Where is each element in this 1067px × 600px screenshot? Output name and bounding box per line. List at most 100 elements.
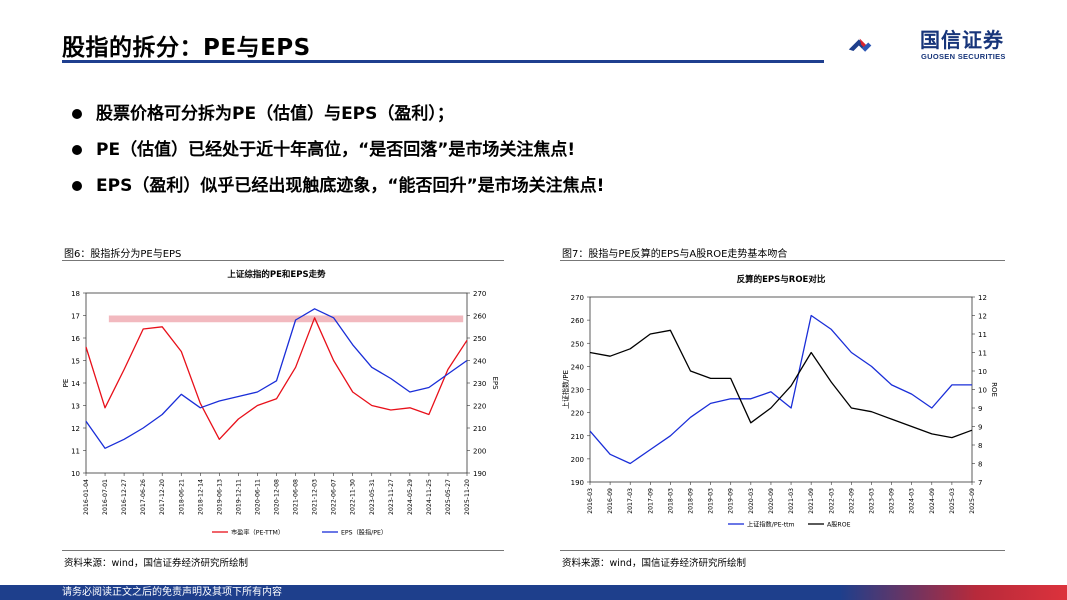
bullet-text: PE（估值）已经处于近十年高位，“是否回落”是市场关注焦点! xyxy=(96,140,576,160)
y-axis-label: PE xyxy=(62,379,70,388)
y-tick-label: 190 xyxy=(571,479,584,487)
y-tick-label: 220 xyxy=(571,410,584,418)
x-tick-label: 2023-03 xyxy=(868,488,875,514)
x-tick-label: 2016-03 xyxy=(587,488,594,514)
y2-tick-label: 240 xyxy=(473,358,486,366)
chart-pe-eps: 上证综指的PE和EPS走势 10 11 12 13 14 15 16 17 18 190 200 210… xyxy=(62,262,504,548)
figure-left-top-rule xyxy=(62,260,504,261)
bullet-dot-icon xyxy=(72,145,82,155)
figure-right-caption: 图7：股指与PE反算的EPS与A股ROE走势基本吻合 xyxy=(562,249,788,260)
y-tick-label: 270 xyxy=(571,294,584,302)
y2-tick-label: 200 xyxy=(473,448,486,456)
y2-tick-label: 11 xyxy=(978,350,987,358)
x-tick-label: 2020-09 xyxy=(768,488,775,514)
x-tick-label: 2024-11-25 xyxy=(426,479,433,515)
bullet-list: 股票价格可分拆为PE（估值）与EPS（盈利）； PE（估值）已经处于近十年高位，… xyxy=(72,96,604,204)
y-tick-label: 210 xyxy=(571,433,584,441)
x-tick-label: 2022-03 xyxy=(828,488,835,514)
x-tick-label: 2020-03 xyxy=(748,488,755,514)
y-tick-label: 240 xyxy=(571,363,584,371)
x-tick-label: 2023-05-31 xyxy=(369,479,376,515)
x-tick-label: 2019-09 xyxy=(728,488,735,514)
x-tick-label: 2021-12-03 xyxy=(312,479,319,515)
x-tick-label: 2019-06-13 xyxy=(216,479,223,515)
bullet-dot-icon xyxy=(72,181,82,191)
y2-tick-label: 260 xyxy=(473,313,486,321)
figure-right-top-rule xyxy=(560,260,1005,261)
chart-eps-roe: 反算的EPS与ROE对比 190 200 210 220 230 240 250 260 270 7… xyxy=(560,262,1005,548)
x-tick-label: 2025-03 xyxy=(949,488,956,514)
x-tick-label: 2019-03 xyxy=(708,488,715,514)
chart-background xyxy=(560,262,1005,548)
x-tick-label: 2023-09 xyxy=(889,488,896,514)
y2-axis-label: ROE xyxy=(990,382,998,397)
y-tick-label: 15 xyxy=(71,358,80,366)
x-tick-label: 2018-06-21 xyxy=(178,479,185,515)
y-tick-label: 13 xyxy=(71,403,80,411)
x-tick-label: 2024-03 xyxy=(909,488,916,514)
series-line xyxy=(589,314,972,465)
x-tick-label: 2017-03 xyxy=(627,488,634,514)
chart-background xyxy=(62,262,504,548)
bullet-item: 股票价格可分拆为PE（估值）与EPS（盈利）； xyxy=(72,96,604,132)
y-tick-label: 18 xyxy=(71,290,80,298)
series-line xyxy=(589,329,973,439)
footer-disclaimer: 请务必阅读正文之后的免责声明及其项下所有内容 xyxy=(62,587,282,598)
y2-tick-label: 8 xyxy=(978,442,982,450)
y2-tick-label: 250 xyxy=(473,335,486,343)
y-tick-label: 10 xyxy=(71,470,80,478)
legend-label: 市盈率（PE-TTM） xyxy=(231,529,284,537)
x-tick-label: 2021-03 xyxy=(788,488,795,514)
x-tick-label: 2018-12-14 xyxy=(197,479,204,515)
y2-tick-label: 9 xyxy=(978,405,982,413)
y2-tick-label: 10 xyxy=(978,387,987,395)
x-tick-label: 2017-09 xyxy=(647,488,654,514)
y-tick-label: 200 xyxy=(571,456,584,464)
y-tick-label: 16 xyxy=(71,335,80,343)
x-tick-label: 2018-03 xyxy=(667,488,674,514)
chart-title: 上证综指的PE和EPS走势 xyxy=(227,269,326,280)
y2-tick-label: 270 xyxy=(473,290,486,298)
figure-right-source: 资料来源：wind，国信证券经济研究所绘制 xyxy=(562,558,746,569)
series-line xyxy=(85,308,468,449)
x-tick-label: 2018-09 xyxy=(688,488,695,514)
guosen-logo-icon xyxy=(848,38,872,52)
bullet-item: EPS（盈利）似乎已经出现触底迹象，“能否回升”是市场关注焦点! xyxy=(72,168,604,204)
y-tick-label: 260 xyxy=(571,317,584,325)
series-line xyxy=(85,317,468,440)
footer-accent xyxy=(840,585,1067,600)
y-axis-label: 上证指数/PE xyxy=(561,370,570,409)
bullet-text: 股票价格可分拆为PE（估值）与EPS（盈利）； xyxy=(96,104,454,124)
x-tick-label: 2021-06-08 xyxy=(293,479,300,515)
legend-label: EPS（股指/PE） xyxy=(341,529,387,537)
y-tick-label: 250 xyxy=(571,340,584,348)
x-tick-label: 2017-06-26 xyxy=(140,479,147,515)
x-tick-label: 2024-09 xyxy=(929,488,936,514)
figure-left-bottom-rule xyxy=(62,550,504,551)
page-title: 股指的拆分：PE与EPS xyxy=(62,35,311,61)
y2-tick-label: 7 xyxy=(978,479,982,487)
bullet-item: PE（估值）已经处于近十年高位，“是否回落”是市场关注焦点! xyxy=(72,132,604,168)
legend-label: 上证指数/PE-ttm xyxy=(747,521,795,529)
footer-bar xyxy=(0,585,1067,600)
x-tick-label: 2016-07-01 xyxy=(102,479,109,515)
x-tick-label: 2019-12-11 xyxy=(235,479,242,515)
bullet-dot-icon xyxy=(72,109,82,119)
y2-tick-label: 11 xyxy=(978,331,987,339)
x-tick-label: 2021-09 xyxy=(808,488,815,514)
logo-english-name: GUOSEN SECURITIES xyxy=(921,52,1006,61)
x-tick-label: 2024-05-29 xyxy=(407,479,414,515)
x-tick-label: 2022-09 xyxy=(848,488,855,514)
logo-chinese-name: 国信证券 xyxy=(920,28,1004,52)
x-tick-label: 2023-11-27 xyxy=(388,479,395,515)
y2-tick-label: 8 xyxy=(978,461,982,469)
y-tick-label: 14 xyxy=(71,380,80,388)
x-tick-label: 2016-01-04 xyxy=(83,479,90,515)
y2-tick-label: 190 xyxy=(473,470,486,478)
x-tick-label: 2022-11-30 xyxy=(350,479,357,515)
y2-tick-label: 230 xyxy=(473,380,486,388)
figure-left-caption: 图6：股指拆分为PE与EPS xyxy=(64,249,182,260)
y2-axis-label: EPS xyxy=(491,376,499,390)
chart-title: 反算的EPS与ROE对比 xyxy=(737,274,826,285)
x-tick-label: 2020-12-08 xyxy=(274,479,281,515)
